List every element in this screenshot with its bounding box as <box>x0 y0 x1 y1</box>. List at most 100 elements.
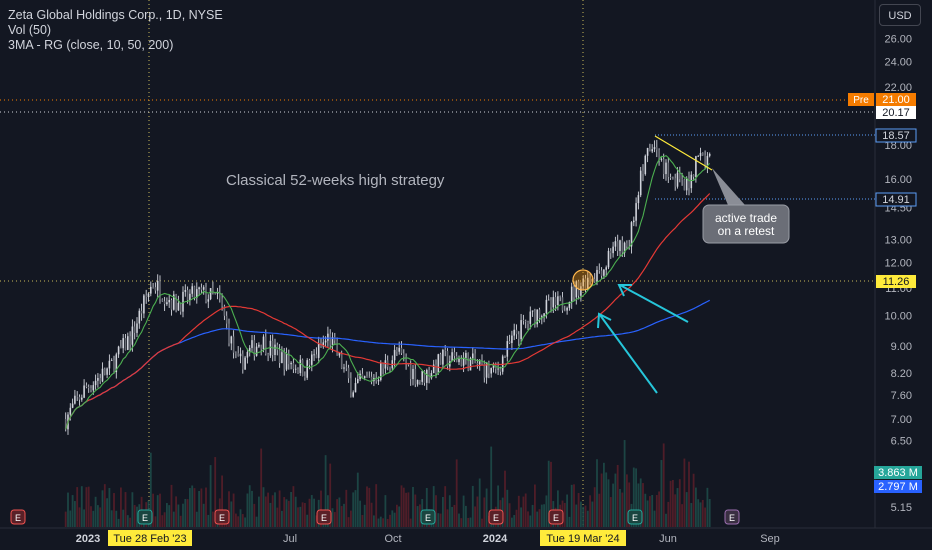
volume-bar <box>395 504 398 527</box>
candle-body <box>513 329 515 336</box>
earnings-badge <box>214 509 230 525</box>
candle-body <box>299 359 302 374</box>
candle-body <box>71 403 74 408</box>
candle-body <box>122 338 124 349</box>
arrow-upper <box>617 284 689 323</box>
volume-indicator-label[interactable]: Vol (50) <box>8 23 52 37</box>
earnings-letter: E <box>425 513 431 523</box>
volume-bar <box>520 507 522 527</box>
candle-body <box>566 307 568 311</box>
candle-body <box>90 388 92 391</box>
candle-body <box>347 367 350 379</box>
candle-body <box>437 354 440 374</box>
candle-body <box>414 368 417 385</box>
volume-bar <box>382 518 384 527</box>
volume-bar <box>688 461 690 527</box>
volume-bar <box>623 440 626 527</box>
candle-body <box>451 352 453 362</box>
callout-box: active trade on a retest <box>702 168 790 244</box>
volume-bar <box>699 502 702 527</box>
volume-bar <box>681 504 683 527</box>
candle-body <box>688 178 690 189</box>
candle-body <box>103 368 106 375</box>
volume-bar <box>619 489 621 527</box>
symbol-title[interactable]: Zeta Global Holdings Corp., 1D, NYSE <box>8 8 223 22</box>
ma-indicator-label[interactable]: 3MA - RG (close, 10, 50, 200) <box>8 38 174 52</box>
volume-bar <box>152 493 154 527</box>
candle-body <box>582 278 584 287</box>
volume-bar <box>124 492 127 527</box>
earnings-badge <box>420 509 436 525</box>
volume-bar <box>662 443 665 527</box>
volume-bar <box>96 505 99 527</box>
candle-body <box>143 295 145 314</box>
candle-body <box>508 341 511 343</box>
earnings-letter: E <box>493 513 499 523</box>
volume-bar <box>538 509 541 527</box>
volume-bar <box>297 507 299 527</box>
currency-button[interactable]: USD <box>879 4 921 26</box>
volume-bar <box>697 499 700 527</box>
volume-bar <box>386 518 389 527</box>
volume-bar <box>175 496 177 527</box>
volume-bar <box>320 490 322 527</box>
volume-bar <box>642 483 644 527</box>
earnings-letter: E <box>729 513 735 523</box>
candle-body <box>235 352 237 354</box>
candle-body <box>340 352 343 369</box>
volume-value: 3.863 M <box>878 467 918 479</box>
volume-bar <box>605 472 608 527</box>
candle-body <box>255 346 258 356</box>
volume-bar <box>262 487 265 527</box>
volume-bar <box>308 498 311 527</box>
candle-body <box>402 353 405 357</box>
volume-bar <box>458 513 460 527</box>
volume-bar <box>313 498 315 527</box>
candle-body <box>612 246 614 254</box>
candle-body <box>462 358 465 366</box>
volume-bars <box>64 440 711 527</box>
candle-body <box>131 326 134 345</box>
candle-body <box>545 299 548 314</box>
candle-body <box>113 360 115 373</box>
candle-body <box>400 347 403 354</box>
candle-body <box>681 179 683 181</box>
volume-bar <box>453 504 456 527</box>
candle-body <box>83 385 85 398</box>
candle-body <box>239 353 242 357</box>
volume-bar <box>412 486 414 527</box>
volume-bar <box>563 502 566 527</box>
candle-body <box>248 347 251 352</box>
volume-bar <box>379 516 382 527</box>
candle-body <box>630 222 633 247</box>
volume-bar <box>701 499 704 527</box>
candle-body <box>658 149 660 160</box>
volume-bar <box>108 488 111 527</box>
volume-bar <box>234 513 237 527</box>
volume-bar <box>368 487 371 527</box>
earnings-marker: E <box>420 509 436 525</box>
candle-body <box>557 296 559 306</box>
volume-bar <box>596 459 598 527</box>
volume-bar <box>524 493 527 527</box>
candle-body <box>653 147 656 150</box>
volume-bar <box>106 498 108 527</box>
volume-bar <box>584 505 587 527</box>
candle-body <box>361 373 364 379</box>
candle-body <box>665 162 667 175</box>
candle-body <box>389 366 391 369</box>
candle-body <box>179 302 182 312</box>
volume-bar <box>455 459 458 527</box>
candle-body <box>584 278 587 290</box>
volume-bar <box>85 487 88 527</box>
price-tick-label: 18.00 <box>884 140 912 152</box>
volume-bar <box>329 463 332 527</box>
volume-bar <box>437 513 440 527</box>
volume-bar <box>333 512 336 527</box>
candle-body <box>619 240 621 251</box>
volume-bar <box>685 492 688 527</box>
candle-body <box>198 287 200 290</box>
earnings-marker: E <box>488 509 504 525</box>
callout-line-1: active trade <box>715 211 777 225</box>
